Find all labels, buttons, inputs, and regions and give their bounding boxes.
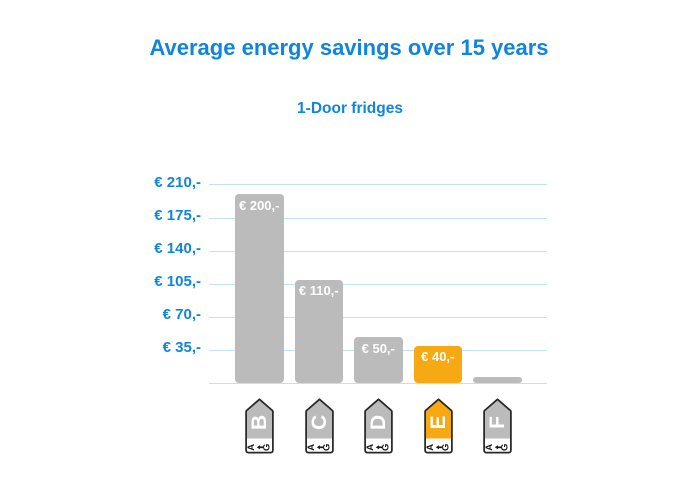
svg-text:A: A — [246, 444, 257, 451]
svg-text:C: C — [308, 415, 331, 430]
svg-text:G: G — [380, 444, 391, 451]
svg-text:B: B — [248, 415, 271, 430]
svg-text:G: G — [440, 444, 451, 451]
svg-text:A: A — [425, 444, 436, 451]
svg-text:F: F — [486, 416, 509, 429]
svg-text:A: A — [365, 444, 376, 451]
svg-text:G: G — [321, 444, 332, 451]
svg-text:A: A — [306, 444, 317, 451]
svg-text:E: E — [427, 415, 450, 429]
svg-text:G: G — [500, 444, 511, 451]
svg-text:D: D — [367, 415, 390, 430]
svg-text:G: G — [261, 444, 272, 451]
svg-text:A: A — [484, 444, 495, 451]
